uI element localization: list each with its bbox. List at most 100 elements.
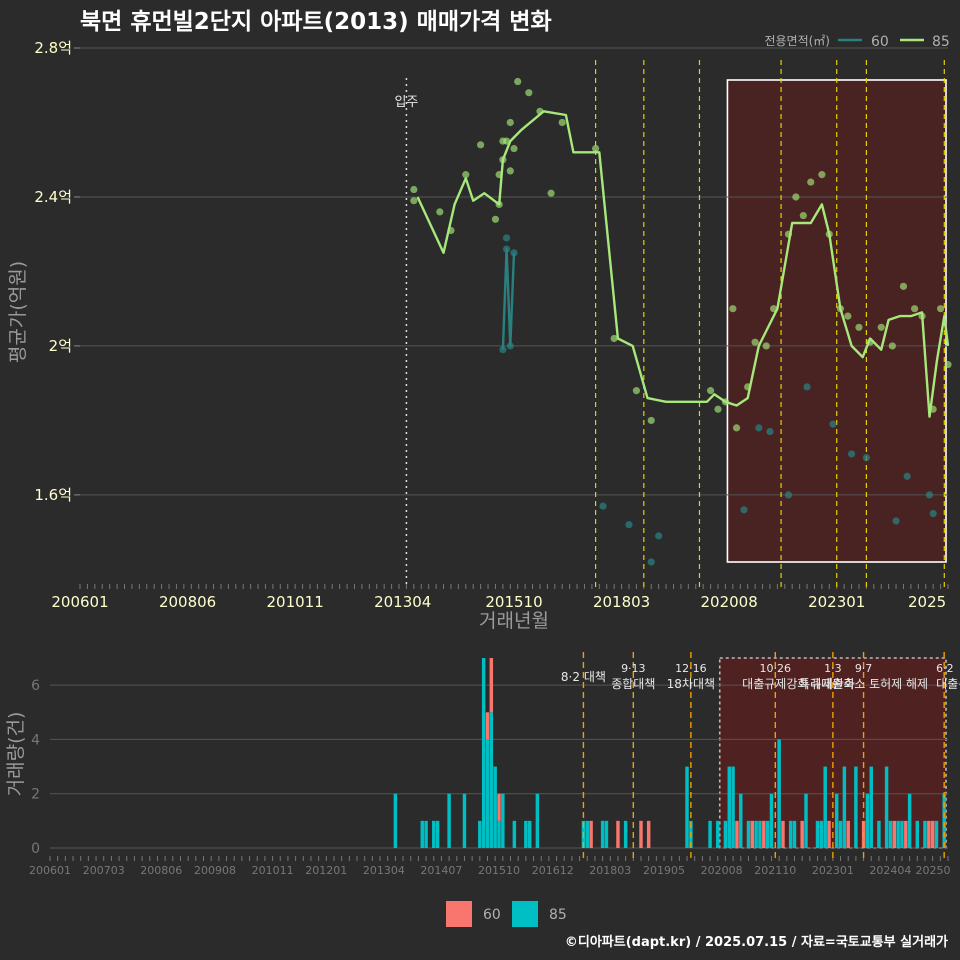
- volume-x-tick-label: 201905: [643, 864, 685, 877]
- volume-x-tick-label: 200601: [29, 864, 71, 877]
- volume-bar-85: [493, 766, 497, 848]
- price-point-85: [877, 323, 885, 331]
- volume-bar-60: [781, 820, 785, 848]
- volume-bar-85: [788, 820, 793, 848]
- price-point-60: [740, 506, 748, 514]
- price-point-85: [525, 89, 533, 97]
- volume-bar-85: [792, 820, 797, 848]
- series-85: [410, 77, 952, 432]
- legend-title: 전용면적(㎡): [764, 34, 830, 48]
- price-point-60: [599, 502, 607, 510]
- price-point-85: [462, 171, 470, 179]
- volume-bar-60: [927, 820, 931, 848]
- volume-bar-60: [646, 820, 651, 848]
- volume-bar-85: [393, 793, 398, 848]
- volume-bar-85: [777, 739, 781, 848]
- price-point-85: [807, 178, 815, 186]
- volume-y-tick-label: 4: [31, 732, 40, 748]
- volume-x-tick-label: 202110: [754, 864, 796, 877]
- price-point-85: [547, 189, 555, 197]
- volume-bar-85: [900, 820, 904, 848]
- price-point-60: [655, 532, 663, 540]
- volume-bar-60: [489, 658, 494, 713]
- volume-bar-85: [842, 766, 847, 848]
- price-x-tick-label: 201304: [374, 593, 431, 611]
- price-point-85: [762, 342, 770, 350]
- policy-label: 특례대출축소 토허제 해제: [799, 677, 928, 691]
- price-point-60: [625, 521, 633, 529]
- volume-bar-85: [432, 820, 436, 848]
- policy-label: 대출규제강화: [742, 677, 808, 691]
- volume-x-tick-label: 201201: [305, 864, 347, 877]
- volume-x-tick-label: 202404: [869, 864, 911, 877]
- price-point-85: [818, 171, 826, 179]
- volume-bar-85: [478, 820, 482, 848]
- bottom-legend: 60 85: [446, 901, 567, 927]
- price-point-85: [558, 118, 566, 127]
- price-point-85: [410, 185, 418, 194]
- volume-bar-85: [896, 820, 900, 848]
- price-point-60: [755, 424, 763, 432]
- series-60: [499, 234, 937, 566]
- volume-bar-85: [723, 820, 728, 848]
- volume-bar-85: [765, 820, 770, 848]
- volume-x-tick-label: 200703: [83, 864, 125, 877]
- legend-swatch-bottom-85: [512, 901, 538, 927]
- price-panel: 1.6억 2억 2.4억 2.8억 200601 200806 201011 201304 20…: [34, 39, 952, 611]
- price-line-85: [416, 110, 950, 418]
- price-point-60: [829, 420, 837, 428]
- price-point-85: [647, 416, 655, 425]
- price-point-60: [784, 491, 793, 499]
- volume-x-tick-label: 201011: [252, 864, 294, 877]
- price-point-85: [592, 144, 600, 153]
- price-point-85: [410, 197, 418, 205]
- volume-bar-85: [462, 793, 467, 848]
- price-point-85: [514, 77, 522, 86]
- volume-bar-85: [888, 820, 893, 848]
- price-point-85: [436, 208, 444, 216]
- volume-x-tick-label: 201407: [420, 864, 462, 877]
- volume-bar-85: [915, 820, 920, 848]
- volume-bar-85: [685, 766, 689, 848]
- volume-bar-85: [524, 820, 528, 848]
- policy-label: 대출규: [936, 677, 960, 691]
- volume-bar-85: [869, 766, 873, 848]
- legend-label-60: 60: [871, 34, 889, 50]
- volume-bar-85: [934, 820, 939, 848]
- price-point-60: [847, 450, 856, 458]
- price-x-tick-label: 201510: [485, 593, 542, 611]
- volume-y-tick-label: 0: [31, 841, 40, 857]
- price-x-tick-label: 200601: [51, 593, 108, 611]
- price-point-85: [855, 323, 863, 331]
- volume-bar-85: [739, 793, 743, 848]
- volume-x-tick-label: 201304: [363, 864, 405, 877]
- policy-label: 9·7: [855, 662, 873, 675]
- volume-y-tick-label: 6: [31, 678, 40, 694]
- policy-label: 6·2: [936, 662, 954, 675]
- price-y-tick-label: 1.6억: [34, 486, 72, 504]
- legend-swatch-bottom-60: [446, 901, 472, 927]
- price-point-60: [903, 472, 911, 480]
- price-point-85: [732, 424, 741, 432]
- volume-bar-85: [585, 820, 589, 848]
- volume-x-tick-label: 201803: [589, 864, 631, 877]
- volume-bar-60: [497, 793, 501, 821]
- volume-bar-60: [846, 820, 850, 848]
- move-in-label: 입주: [394, 95, 418, 110]
- volume-bar-60: [762, 820, 766, 848]
- price-point-85: [506, 118, 514, 127]
- volume-bar-85: [512, 820, 517, 848]
- volume-bar-85: [535, 793, 540, 848]
- policy-label: 10·26: [760, 662, 792, 675]
- volume-bar-85: [623, 820, 628, 848]
- policy-label: 18차대책: [667, 676, 715, 691]
- volume-bar-85: [769, 793, 774, 848]
- price-point-85: [706, 387, 715, 395]
- volume-bar-85: [865, 793, 870, 848]
- price-point-60: [929, 509, 937, 518]
- volume-bar-85: [485, 739, 490, 848]
- volume-bar-85: [815, 820, 820, 848]
- price-x-tick-label: 202008: [701, 593, 758, 611]
- price-x-tick-label: 2025: [908, 593, 946, 611]
